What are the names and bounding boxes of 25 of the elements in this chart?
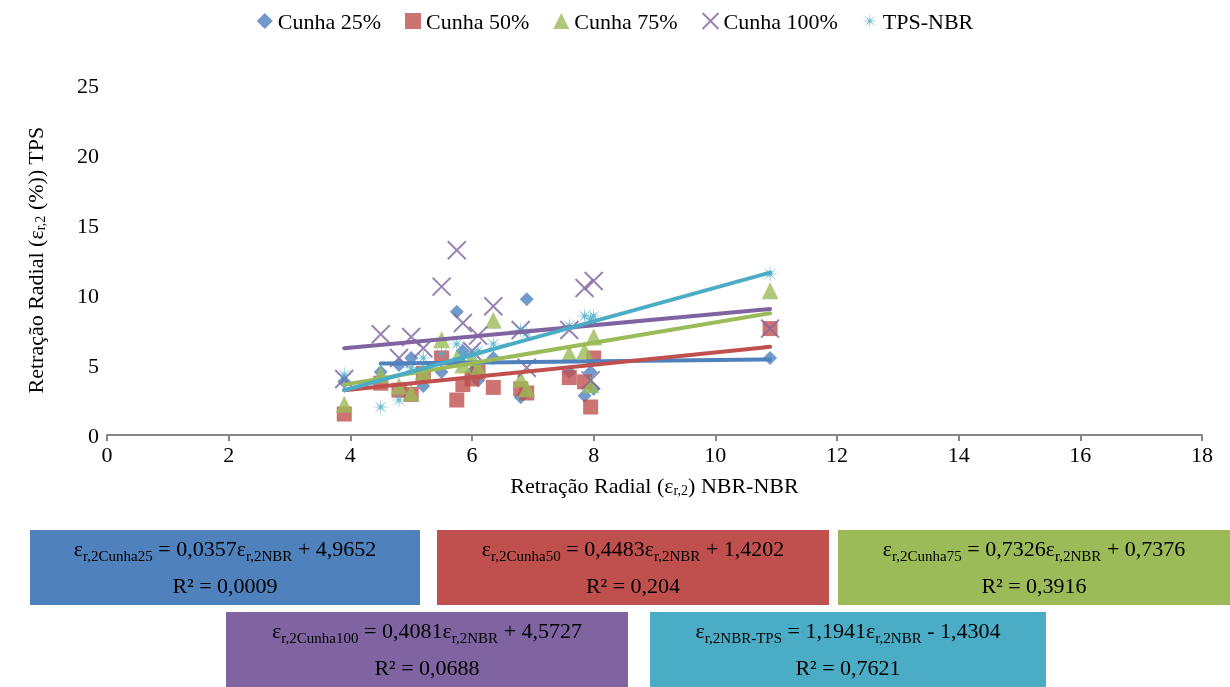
y-tick-label: 20 xyxy=(77,142,99,168)
x-tick-label: 8 xyxy=(588,441,600,467)
legend-label: Cunha 100% xyxy=(723,8,838,34)
legend-label: Cunha 50% xyxy=(426,8,530,34)
x-tick-label: 6 xyxy=(466,441,478,467)
legend-label: Cunha 75% xyxy=(574,8,678,34)
y-axis-title: Retração Radial (εr,2 (%)) TPS xyxy=(22,126,48,394)
legend-label: Cunha 25% xyxy=(277,8,381,34)
x-tick-label: 14 xyxy=(947,441,970,467)
x-tick-label: 4 xyxy=(344,441,356,467)
x-tick-label: 18 xyxy=(1191,441,1213,467)
x-tick-label: 2 xyxy=(223,441,235,467)
y-tick-label: 5 xyxy=(88,352,99,378)
text: ε$_{r,2Cunha100}$ = 0,4081ε$_{r,2NBR}$ + 4,5727 R² = 0,0688 xyxy=(271,617,583,681)
x-tick-label: 16 xyxy=(1069,441,1092,467)
y-tick-label: 15 xyxy=(77,212,99,238)
y-tick-label: 10 xyxy=(77,282,99,308)
legend-label: TPS-NBR xyxy=(882,8,974,34)
x-axis-title: Retração Radial (εr,2) NBR-NBR xyxy=(510,472,800,498)
y-tick-label: 25 xyxy=(77,72,99,98)
x-tick-label: 10 xyxy=(704,441,727,467)
y-tick-label: 0 xyxy=(88,422,99,448)
x-tick-label: 12 xyxy=(826,441,848,467)
text: ε$_{r,2Cunha75}$ = 0,7326ε$_{r,2NBR}$ + 0,7376 R² = 0,3916 xyxy=(838,533,1230,602)
text: ε$_{r,2NBR-TPS}$ = 1,1941ε$_{r,2NBR}$ - 1,4304 R² = 0,7621 xyxy=(695,617,1001,681)
